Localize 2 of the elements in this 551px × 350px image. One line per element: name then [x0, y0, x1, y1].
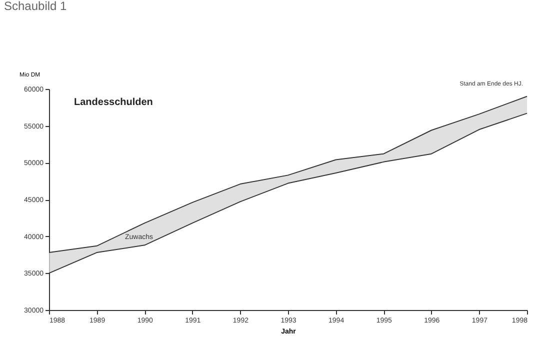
annotation: Landesschulden [74, 97, 153, 108]
chart-title: Schaubild 1 [4, 0, 68, 13]
